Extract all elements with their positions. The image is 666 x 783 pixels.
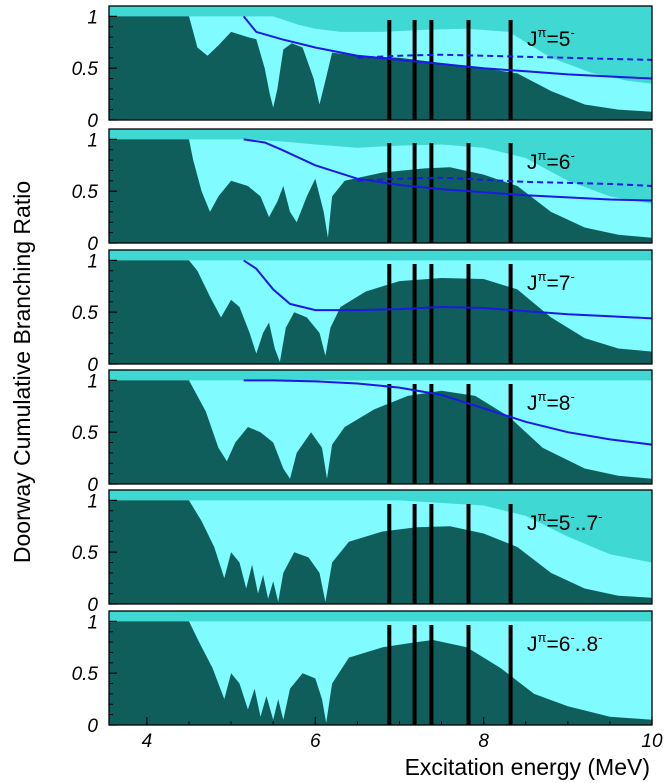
level-bar-2 [412, 625, 417, 725]
solid-curve [242, 15, 653, 80]
level-bar-4 [466, 384, 471, 484]
dashed-curve [357, 53, 653, 61]
level-bar-2 [412, 264, 417, 364]
level-bar-4 [466, 20, 471, 120]
panel-5: 0 0.5 1 Jπ=5-..7- [72, 489, 653, 616]
level-bar-4 [466, 625, 471, 725]
y-tick-label: 1 [87, 7, 98, 28]
y-axis-title: Doorway Cumulative Branching Ratio [9, 181, 35, 563]
level-bar-1 [387, 504, 392, 604]
level-bar-1 [387, 384, 392, 484]
y-tick-label: 0.5 [72, 59, 99, 80]
level-bar-1 [387, 20, 392, 120]
level-bar-5 [508, 143, 513, 243]
panel-frame [108, 249, 653, 365]
spin-parity-label: Jπ=5-..7- [527, 509, 602, 535]
level-bar-3 [429, 264, 434, 364]
level-bar-5 [508, 504, 513, 604]
level-bar-4 [466, 143, 471, 243]
panel-frame [108, 128, 653, 244]
level-bar-1 [387, 625, 392, 725]
y-tick-label: 0 [87, 355, 98, 376]
panel-4: 0 0.5 1 Jπ=8- [72, 369, 653, 496]
level-bar-2 [412, 504, 417, 604]
panel-3: 0 0.5 1 Jπ=7- [72, 249, 653, 376]
y-tick-label: 0.5 [72, 182, 99, 203]
y-tick-label: 1 [87, 612, 98, 633]
dark-area [109, 16, 652, 120]
dark-area [109, 621, 652, 725]
level-bar-5 [508, 384, 513, 484]
y-tick-label: 1 [87, 371, 98, 392]
panel-frame [108, 369, 653, 485]
dark-area [109, 260, 652, 364]
y-tick-label: 0 [87, 234, 98, 255]
x-tick-label: 8 [478, 731, 489, 752]
panel-2: 0 0.5 1 Jπ=6- [72, 128, 653, 255]
level-bar-5 [508, 264, 513, 364]
y-tick-label: 1 [87, 130, 98, 151]
solid-curve [243, 379, 653, 446]
y-tick-label: 0 [87, 475, 98, 496]
level-bar-3 [429, 143, 434, 243]
level-bar-2 [412, 20, 417, 120]
level-bar-3 [429, 384, 434, 484]
dark-area [109, 139, 652, 243]
y-tick-label: 0.5 [72, 543, 99, 564]
spin-parity-label: Jπ=5- [527, 25, 575, 51]
spin-parity-label: Jπ=8- [527, 389, 575, 415]
level-bar-2 [412, 143, 417, 243]
panel-frame [108, 489, 653, 605]
level-bar-1 [387, 264, 392, 364]
y-tick-label: 1 [87, 491, 98, 512]
level-bar-3 [429, 625, 434, 725]
level-bar-3 [429, 20, 434, 120]
y-tick-label: 0.5 [72, 664, 99, 685]
level-bar-5 [508, 625, 513, 725]
level-bar-1 [387, 143, 392, 243]
panel-1: 0 0.5 1 Jπ=5- [72, 5, 653, 132]
panels-group: 0 0.5 1 Jπ=5- 0 0.5 1 Jπ=6- 0 0.5 1 Jπ=7- 0 0.5 1 Jπ=8-… [72, 5, 663, 752]
level-bar-3 [429, 504, 434, 604]
spin-parity-label: Jπ=6-..8- [527, 630, 602, 656]
y-tick-label: 0 [87, 111, 98, 132]
solid-curve [243, 138, 653, 202]
dark-area [109, 500, 652, 604]
dashed-curve [357, 176, 653, 187]
level-bar-4 [466, 264, 471, 364]
solid-curve [243, 259, 653, 320]
x-tick-label: 4 [142, 731, 153, 752]
x-tick-label: 6 [310, 731, 321, 752]
panel-6: 0 0.5 1 Jπ=6-..8- [72, 610, 653, 737]
x-axis-title: Excitation energy (MeV) [405, 754, 650, 780]
panel-frame [108, 5, 653, 121]
level-bar-2 [412, 384, 417, 484]
x-tick-label: 10 [641, 731, 663, 752]
y-tick-label: 1 [87, 251, 98, 272]
level-bar-4 [466, 504, 471, 604]
y-tick-label: 0 [87, 595, 98, 616]
y-tick-label: 0 [87, 716, 98, 737]
dark-area [109, 380, 652, 484]
spin-parity-label: Jπ=7- [527, 269, 575, 295]
panel-frame [108, 610, 653, 726]
spin-parity-label: Jπ=6- [527, 148, 575, 174]
y-tick-label: 0.5 [72, 423, 99, 444]
y-tick-label: 0.5 [72, 303, 99, 324]
